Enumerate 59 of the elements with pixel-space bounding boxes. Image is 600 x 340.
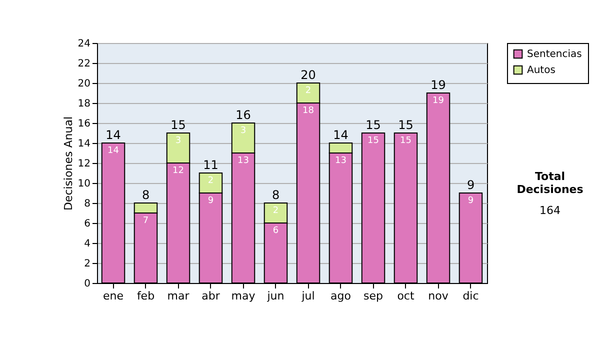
total-label: 14 xyxy=(333,128,348,142)
data-label: 2 xyxy=(305,86,312,96)
legend-label: Sentencias xyxy=(527,49,582,60)
total-label: 15 xyxy=(366,118,381,132)
total-label: 11 xyxy=(203,158,218,172)
y-tick-label: 0 xyxy=(84,278,90,290)
data-label: 15 xyxy=(400,136,412,146)
data-label: 6 xyxy=(272,226,279,236)
y-tick-label: 16 xyxy=(78,118,90,130)
data-label: 15 xyxy=(368,136,379,146)
text: Total Decisiones xyxy=(516,170,584,196)
y-tick-label: 18 xyxy=(78,98,90,110)
data-label: 13 xyxy=(238,156,249,166)
y-tick-label: 20 xyxy=(78,78,90,90)
total-label: 9 xyxy=(466,178,475,192)
y-tick-label: 10 xyxy=(78,178,90,190)
total-label: 20 xyxy=(300,68,316,82)
x-tick-label: abr xyxy=(202,290,220,302)
y-tick-label: 12 xyxy=(78,158,90,170)
x-tick-label: jul xyxy=(300,290,315,302)
data-label: 3 xyxy=(175,136,182,146)
total-label: 8 xyxy=(142,188,150,202)
x-tick-label: jun xyxy=(266,290,284,302)
data-label: 18 xyxy=(302,106,314,116)
data-label: 2 xyxy=(272,206,279,216)
x-tick-label: ene xyxy=(102,290,124,302)
x-tick-label: sep xyxy=(364,290,384,302)
y-tick-label: 8 xyxy=(84,198,90,210)
data-label: 13 xyxy=(335,156,346,166)
y-tick-label: 4 xyxy=(84,238,90,250)
data-label: 9 xyxy=(468,196,474,206)
x-tick-label: may xyxy=(231,290,256,302)
data-label: 3 xyxy=(240,126,246,136)
y-tick-label: 2 xyxy=(84,258,90,270)
x-tick-label: nov xyxy=(428,290,449,302)
y-tick-label: 22 xyxy=(78,58,90,70)
data-label: 19 xyxy=(432,96,444,106)
legend-label: Autos xyxy=(527,65,556,76)
data-label: 7 xyxy=(142,216,149,226)
total-label: 19 xyxy=(430,78,446,92)
data-label: 14 xyxy=(108,146,120,156)
total-label: 14 xyxy=(106,128,121,142)
x-tick-label: oct xyxy=(397,290,415,302)
total-label: 8 xyxy=(272,188,280,202)
total-label: 16 xyxy=(236,108,251,122)
x-tick-label: mar xyxy=(167,290,190,302)
total-label: 15 xyxy=(170,118,186,132)
text: 164 xyxy=(538,204,562,217)
data-label: 12 xyxy=(172,166,184,176)
x-tick-label: ago xyxy=(330,290,352,302)
x-tick-label: dic xyxy=(462,290,479,302)
total-label: 15 xyxy=(398,118,414,132)
y-tick-label: 14 xyxy=(78,138,90,150)
y-axis-title: Decisiones Anual xyxy=(62,116,75,211)
data-label: 9 xyxy=(208,196,214,206)
data-label: 2 xyxy=(208,176,214,186)
x-tick-label: feb xyxy=(136,290,155,302)
y-tick-label: 6 xyxy=(84,218,90,230)
y-tick-label: 24 xyxy=(78,38,90,50)
